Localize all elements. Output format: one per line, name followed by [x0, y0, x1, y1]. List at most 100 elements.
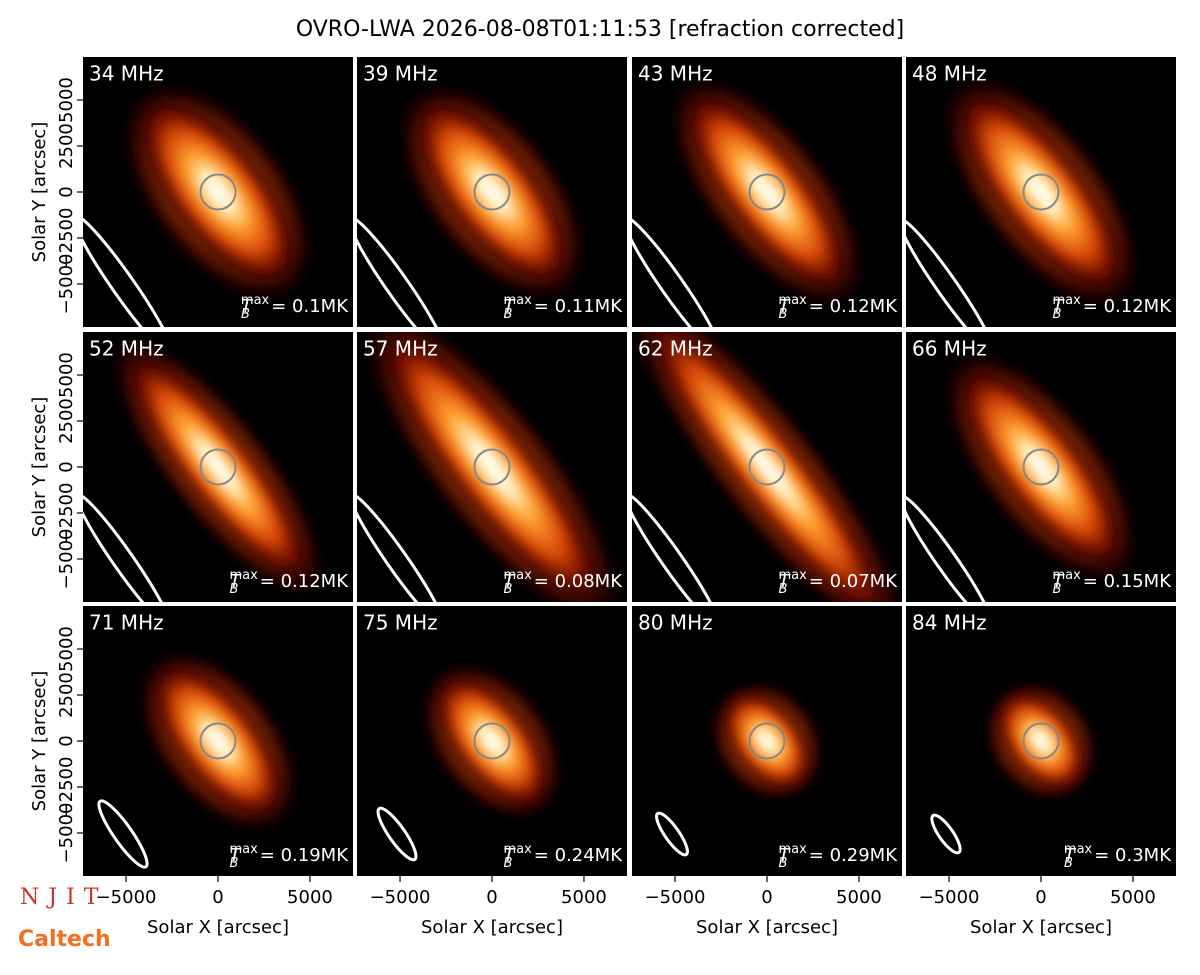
- tb-superscript: max: [503, 568, 532, 583]
- tb-value: = 0.12MK: [1083, 296, 1172, 317]
- beam: [930, 813, 962, 855]
- tb-superscript: max: [241, 293, 270, 308]
- tb-symbol: T: [241, 296, 254, 317]
- solar-disk: [473, 722, 511, 760]
- tb-max-annotation: TBmax = 0.11MK: [503, 293, 623, 322]
- logo-caltech: Caltech: [18, 927, 111, 952]
- y-tick-label: −2500: [56, 208, 77, 269]
- panel: [83, 57, 353, 327]
- x-tick-label: 0: [212, 887, 223, 908]
- y-tick-label: 2500: [56, 123, 77, 169]
- x-tick-label: 0: [486, 887, 497, 908]
- tb-symbol: T: [1053, 571, 1066, 592]
- y-tick-label: 0: [56, 735, 77, 746]
- solar-disk: [748, 448, 786, 486]
- panel: [632, 606, 902, 876]
- tb-subscript: B: [1064, 856, 1073, 871]
- beam: [97, 799, 149, 869]
- tb-superscript: max: [778, 842, 807, 857]
- frequency-label: 80 MHz: [638, 611, 713, 635]
- x-tick-label: 5000: [287, 887, 333, 908]
- x-tick-label: −5000: [370, 887, 431, 908]
- tb-symbol: T: [779, 296, 792, 317]
- y-tick-label: 0: [56, 186, 77, 197]
- tb-superscript: max: [778, 568, 807, 583]
- panel: [83, 332, 353, 602]
- tb-superscript: max: [778, 293, 807, 308]
- tb-symbol: T: [779, 845, 792, 866]
- y-tick-label: −5000: [56, 529, 77, 590]
- tb-subscript: B: [230, 856, 239, 871]
- beam: [83, 213, 175, 327]
- frequency-label: 75 MHz: [363, 611, 438, 635]
- beam: [376, 806, 418, 862]
- frequency-label: 43 MHz: [638, 62, 713, 86]
- frequency-label: 57 MHz: [363, 337, 438, 361]
- tb-subscript: B: [504, 856, 513, 871]
- tb-max-annotation: TBmax = 0.3MK: [1064, 842, 1172, 871]
- tb-symbol: T: [779, 571, 792, 592]
- tb-value: = 0.3MK: [1094, 845, 1172, 866]
- beam: [655, 811, 689, 857]
- emission: [150, 661, 286, 821]
- y-tick-label: 2500: [56, 398, 77, 444]
- emission: [412, 97, 572, 287]
- y-tick-label: −2500: [56, 483, 77, 544]
- x-tick-label: 5000: [1110, 887, 1156, 908]
- panel: [357, 606, 627, 876]
- tb-value: = 0.29MK: [809, 845, 898, 866]
- beam: [906, 217, 995, 327]
- tb-subscript: B: [504, 582, 513, 597]
- tb-value: = 0.07MK: [809, 571, 898, 592]
- solar-disk: [1022, 173, 1060, 211]
- panel: [357, 57, 627, 327]
- tb-symbol: T: [504, 296, 517, 317]
- tb-superscript: max: [1064, 842, 1093, 857]
- solar-disk: [473, 448, 511, 486]
- solar-disk: [199, 448, 237, 486]
- solar-disk: [199, 173, 237, 211]
- tb-symbol: T: [504, 845, 517, 866]
- tb-subscript: B: [779, 307, 788, 322]
- tb-max-annotation: TBmax = 0.15MK: [1052, 568, 1172, 597]
- x-tick-label: 5000: [561, 887, 607, 908]
- tb-value: = 0.1MK: [271, 296, 349, 317]
- tb-max-annotation: TBmax = 0.12MK: [229, 568, 349, 597]
- y-axis-label: Solar Y [arcsec]: [29, 397, 50, 538]
- tb-subscript: B: [504, 307, 513, 322]
- tb-max-annotation: TBmax = 0.12MK: [778, 293, 898, 322]
- emission: [995, 690, 1087, 792]
- tb-value: = 0.12MK: [809, 296, 898, 317]
- tb-max-annotation: TBmax = 0.19MK: [229, 842, 349, 871]
- frequency-label: 71 MHz: [89, 611, 164, 635]
- panel: [357, 332, 627, 602]
- solar-disk: [199, 722, 237, 760]
- panel: [632, 57, 902, 327]
- tb-subscript: B: [779, 582, 788, 597]
- tb-symbol: T: [504, 571, 517, 592]
- emission: [379, 332, 605, 602]
- y-tick-label: 0: [56, 461, 77, 472]
- tb-superscript: max: [229, 568, 258, 583]
- panel: [83, 606, 353, 876]
- x-axis-label: Solar X [arcsec]: [421, 917, 563, 938]
- tb-value: = 0.15MK: [1083, 571, 1172, 592]
- figure-title: OVRO-LWA 2026-08-08T01:11:53 [refraction…: [296, 17, 904, 42]
- tb-max-annotation: TBmax = 0.24MK: [503, 842, 623, 871]
- x-tick-label: −5000: [919, 887, 980, 908]
- tb-superscript: max: [1052, 568, 1081, 583]
- tb-superscript: max: [503, 842, 532, 857]
- panel: [906, 332, 1176, 602]
- logo-njit: NJIT: [20, 885, 107, 910]
- tb-symbol: T: [230, 571, 243, 592]
- tb-value: = 0.12MK: [260, 571, 349, 592]
- solar-disk: [1022, 722, 1060, 760]
- y-tick-label: 5000: [56, 352, 77, 398]
- beam: [632, 492, 721, 602]
- emission: [956, 89, 1126, 295]
- x-tick-label: −5000: [645, 887, 706, 908]
- emission: [957, 365, 1125, 569]
- tb-value: = 0.08MK: [534, 571, 623, 592]
- y-tick-label: 5000: [56, 626, 77, 672]
